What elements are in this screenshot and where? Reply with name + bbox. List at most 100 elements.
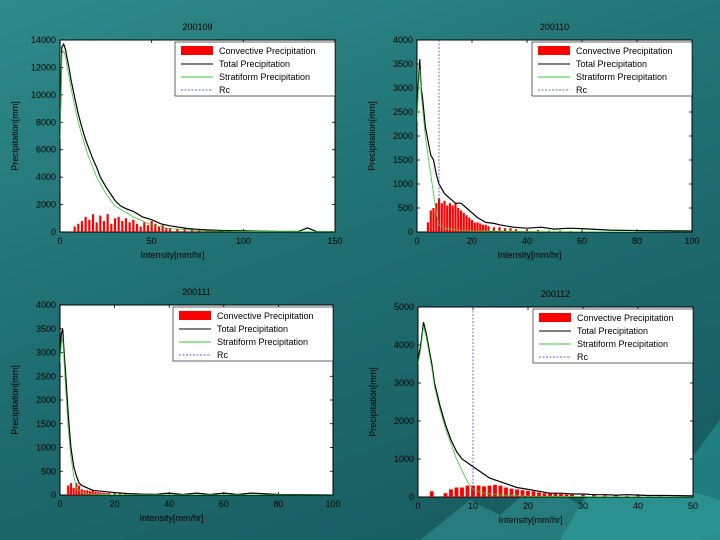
convective-bar bbox=[459, 210, 463, 232]
y-tick-label: 4000 bbox=[36, 172, 56, 182]
x-tick-label: 20 bbox=[467, 236, 477, 246]
convective-bar bbox=[118, 493, 122, 495]
convective-bar bbox=[91, 214, 95, 232]
convective-bar bbox=[514, 229, 518, 232]
y-tick-label: 1000 bbox=[394, 454, 414, 464]
y-tick-label: 0 bbox=[51, 227, 56, 237]
total-precipitation-line bbox=[60, 328, 333, 495]
y-tick-label: 6000 bbox=[36, 145, 56, 155]
convective-bar bbox=[146, 225, 150, 232]
convective-bar bbox=[83, 490, 86, 495]
chart-svg: 200112 0 10 20 30 40 50 0 1000 2000 3000 4000 5000 In… bbox=[368, 289, 698, 525]
convective-bar bbox=[592, 495, 596, 497]
total-precipitation-line bbox=[60, 42, 335, 232]
chart-panel: 200111 0 20 40 60 80 100 0 500 1000 1500 2000 2500 30… bbox=[0, 270, 360, 540]
convective-bar bbox=[157, 226, 161, 232]
convective-bar bbox=[465, 485, 470, 497]
legend-swatch-convective bbox=[179, 311, 211, 320]
legend-label: Convective Precipitation bbox=[217, 311, 314, 321]
y-tick-label: 3000 bbox=[36, 348, 56, 358]
convective-bar bbox=[183, 228, 186, 232]
y-tick-label: 1500 bbox=[393, 155, 413, 165]
convective-bar bbox=[108, 493, 111, 495]
convective-bar bbox=[135, 223, 139, 232]
legend-swatch-convective bbox=[181, 46, 213, 55]
legend-label: Total Precipitation bbox=[217, 324, 288, 334]
y-tick-label: 2500 bbox=[36, 371, 56, 381]
x-tick-label: 60 bbox=[577, 236, 587, 246]
convective-bar bbox=[520, 490, 525, 497]
y-tick-label: 500 bbox=[41, 466, 56, 476]
convective-bar bbox=[91, 490, 94, 495]
legend-label: Total Precipitation bbox=[219, 59, 290, 69]
y-tick-label: 3500 bbox=[36, 324, 56, 334]
legend-label: Rc bbox=[576, 85, 587, 95]
convective-bar bbox=[121, 221, 124, 232]
convective-bar bbox=[99, 215, 102, 232]
legend-swatch-convective bbox=[538, 46, 570, 55]
y-tick-label: 14000 bbox=[31, 35, 56, 45]
convective-bar bbox=[487, 226, 490, 232]
x-axis-label: Intensity[mm/hr] bbox=[140, 250, 204, 260]
convective-bar bbox=[492, 227, 496, 232]
chart-panel: 200110 0 20 40 60 80 100 0 500 1000 1500 2000 2500 30… bbox=[360, 0, 720, 270]
convective-bar bbox=[536, 230, 540, 232]
convective-bar bbox=[487, 485, 492, 497]
convective-bar bbox=[443, 493, 448, 497]
convective-bar bbox=[168, 227, 172, 232]
x-tick-label: 100 bbox=[325, 499, 340, 509]
y-tick-label: 2500 bbox=[393, 107, 413, 117]
y-tick-label: 8000 bbox=[36, 117, 56, 127]
x-tick-label: 10 bbox=[468, 501, 478, 511]
legend-label: Rc bbox=[577, 352, 588, 362]
convective-bar bbox=[537, 492, 541, 497]
convective-bar bbox=[128, 222, 131, 232]
convective-bar bbox=[117, 216, 120, 232]
convective-bar bbox=[88, 491, 92, 495]
legend-label: Convective Precipitation bbox=[219, 46, 316, 56]
convective-bar bbox=[548, 493, 552, 497]
convective-bar bbox=[77, 223, 80, 232]
convective-bar bbox=[113, 218, 117, 232]
convective-bar bbox=[531, 491, 536, 497]
convective-bar bbox=[67, 485, 70, 495]
convective-bar bbox=[498, 485, 503, 497]
convective-bar bbox=[86, 490, 89, 495]
convective-bar bbox=[454, 487, 459, 497]
convective-bar bbox=[451, 205, 454, 232]
legend-label: Rc bbox=[219, 85, 230, 95]
y-tick-label: 0 bbox=[51, 490, 56, 500]
total-precipitation-line bbox=[418, 322, 693, 497]
convective-bar bbox=[525, 229, 529, 232]
x-tick-label: 20 bbox=[523, 501, 533, 511]
convective-bar bbox=[95, 222, 98, 232]
legend-label: Total Precipitation bbox=[577, 326, 648, 336]
x-axis-label: Intensity[mm/hr] bbox=[498, 515, 562, 525]
convective-bar bbox=[69, 483, 73, 495]
convective-bar bbox=[460, 487, 464, 497]
stratiform-precipitation-line bbox=[60, 50, 335, 232]
convective-bar bbox=[161, 225, 164, 232]
y-tick-label: 3000 bbox=[393, 83, 413, 93]
convective-bar bbox=[75, 483, 78, 495]
chart-title: 200109 bbox=[182, 22, 212, 32]
convective-bar bbox=[165, 227, 168, 232]
convective-bar bbox=[113, 493, 116, 495]
x-tick-label: 0 bbox=[415, 501, 420, 511]
chart-title: 200112 bbox=[541, 289, 570, 299]
convective-bar bbox=[150, 221, 153, 232]
convective-bar bbox=[143, 222, 146, 232]
legend-swatch-convective bbox=[539, 313, 571, 322]
convective-bar bbox=[176, 228, 179, 232]
convective-bar bbox=[509, 228, 512, 232]
y-tick-label: 4000 bbox=[393, 35, 413, 45]
convective-bar bbox=[154, 223, 157, 232]
x-tick-label: 40 bbox=[522, 236, 532, 246]
convective-bar bbox=[449, 489, 453, 497]
convective-bar bbox=[559, 493, 563, 497]
convective-bar bbox=[105, 493, 108, 495]
plot-content bbox=[60, 328, 333, 495]
convective-bar bbox=[80, 221, 84, 232]
